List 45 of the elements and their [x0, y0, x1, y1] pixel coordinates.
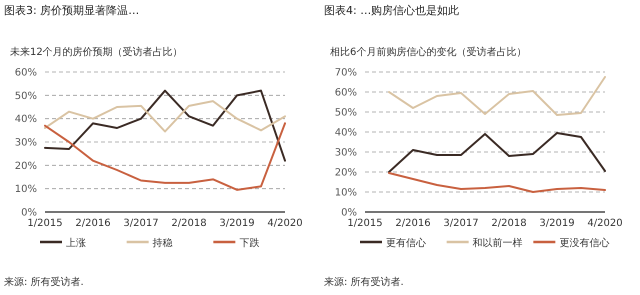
x-tick-label: 2/2016	[75, 218, 111, 229]
line-series	[44, 100, 286, 132]
y-tick-label: 60%	[14, 68, 37, 78]
line-series	[388, 172, 606, 193]
x-tick-label: 1/2015	[27, 218, 63, 229]
x-tick-label: 3/2019	[539, 218, 575, 229]
y-tick-label: 10%	[334, 188, 357, 198]
line-series	[44, 122, 286, 191]
y-tick-label: 40%	[14, 114, 37, 126]
x-tick-label: 3/2017	[443, 218, 479, 229]
x-tick-label: 4/2020	[267, 218, 303, 229]
y-tick-label: 20%	[334, 168, 357, 178]
y-tick-label: 50%	[14, 90, 37, 102]
y-tick-label: 30%	[334, 148, 357, 158]
source-note: 来源: 所有受访者.	[324, 276, 404, 288]
x-tick-label: 2/2016	[395, 218, 431, 229]
y-tick-label: 30%	[14, 138, 37, 148]
y-tick-label: 70%	[334, 68, 357, 78]
chart-title: 图表3: 房价预期显著降温…	[4, 4, 140, 17]
y-tick-label: 0%	[341, 208, 357, 218]
legend-label: 下跌	[239, 237, 260, 249]
line-series	[388, 132, 606, 173]
y-tick-label: 50%	[334, 108, 357, 118]
chart-subtitle: 相比6个月前购房信心的变化（受访者占比）	[330, 46, 526, 58]
chart-title: 图表4: …购房信心也是如此	[324, 4, 460, 17]
x-tick-label: 3/2019	[219, 218, 255, 229]
x-tick-label: 1/2015	[347, 218, 383, 229]
legend-label: 更没有信心	[559, 237, 610, 249]
chart-subtitle: 未来12个月的房价预期（受访者占比）	[10, 46, 183, 58]
legend-label: 更有信心	[386, 237, 426, 249]
x-tick-label: 2/2018	[171, 218, 207, 229]
legend-label: 上涨	[66, 237, 86, 249]
legend-label: 持稳	[152, 237, 173, 249]
y-tick-label: 20%	[14, 160, 37, 172]
y-tick-label: 10%	[14, 184, 37, 196]
source-note: 来源: 所有受访者.	[4, 276, 84, 288]
x-tick-label: 4/2020	[587, 218, 623, 229]
y-tick-label: 40%	[334, 128, 357, 138]
y-tick-label: 60%	[334, 88, 357, 98]
line-series	[388, 76, 606, 116]
y-tick-label: 0%	[21, 208, 37, 218]
x-tick-label: 3/2017	[123, 218, 159, 229]
line-series	[44, 90, 286, 162]
x-tick-label: 2/2018	[491, 218, 527, 229]
legend-label: 和以前一样	[472, 237, 523, 249]
